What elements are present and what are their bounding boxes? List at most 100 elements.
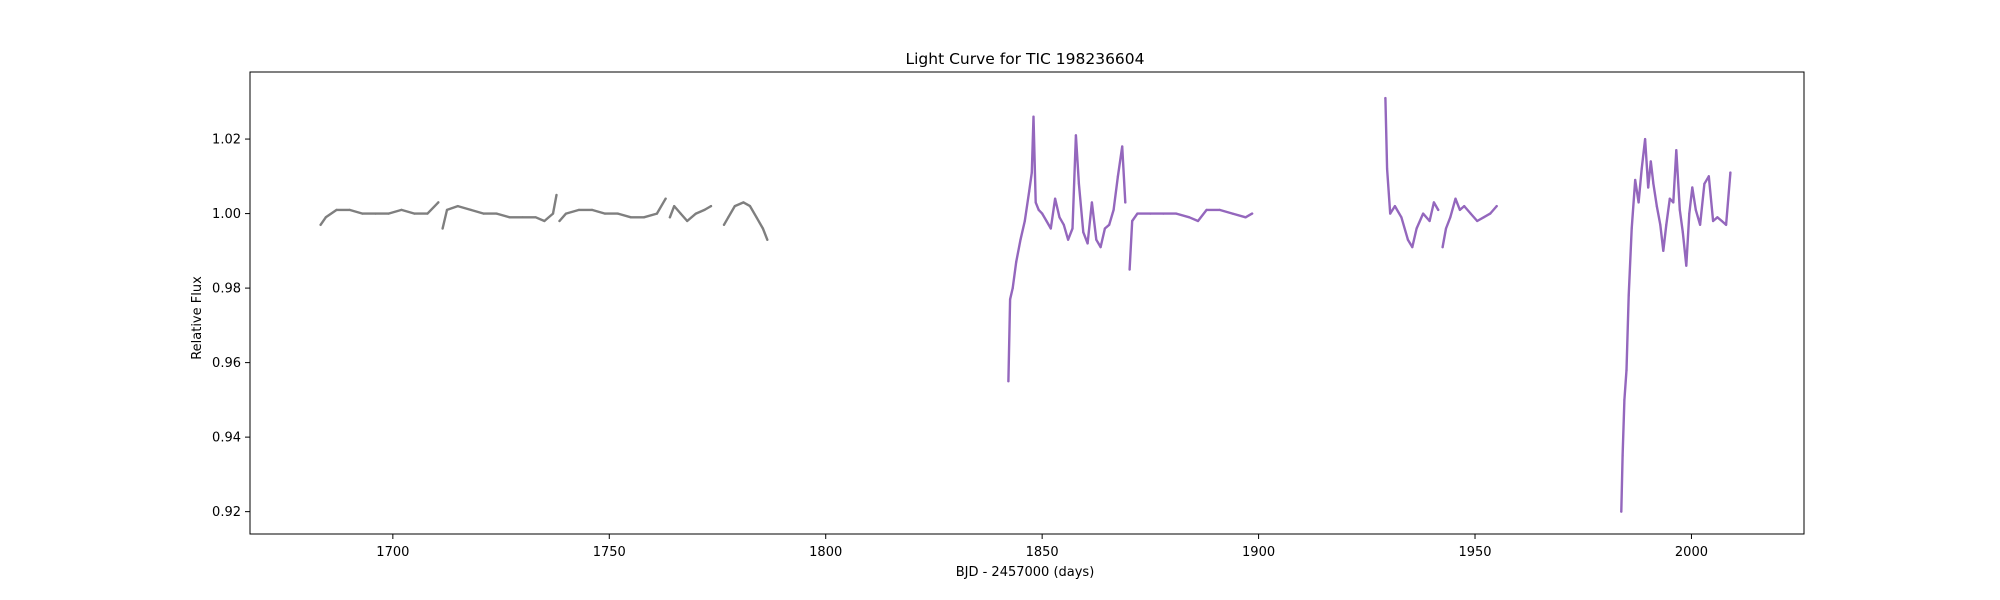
data-point xyxy=(1627,294,1630,297)
data-point xyxy=(335,208,338,211)
data-point xyxy=(1621,454,1624,457)
data-point xyxy=(1625,369,1628,372)
data-point xyxy=(1640,167,1643,170)
data-point xyxy=(319,223,322,226)
data-point xyxy=(1400,216,1403,219)
data-point xyxy=(437,201,440,204)
data-point xyxy=(1659,223,1662,226)
data-point xyxy=(1449,216,1452,219)
data-point xyxy=(1415,227,1418,230)
data-point xyxy=(1662,249,1665,252)
data-point xyxy=(441,227,444,230)
data-point xyxy=(1716,216,1719,219)
data-point xyxy=(1463,205,1466,208)
data-point xyxy=(445,208,449,211)
data-point xyxy=(1074,134,1077,137)
data-point xyxy=(374,212,377,215)
data-point xyxy=(1149,212,1152,215)
data-point xyxy=(673,205,676,208)
data-point xyxy=(1725,223,1728,226)
data-point xyxy=(1054,197,1057,200)
data-point xyxy=(558,219,561,223)
data-point xyxy=(1623,398,1626,401)
data-point xyxy=(1062,223,1065,226)
data-point xyxy=(1112,208,1115,211)
x-tick-label: 1800 xyxy=(809,545,842,560)
data-point xyxy=(324,216,327,219)
data-point xyxy=(1437,208,1440,211)
data-point xyxy=(1620,510,1623,513)
data-point xyxy=(387,212,390,215)
axes-frame xyxy=(249,71,1805,535)
data-point xyxy=(590,208,594,211)
data-point xyxy=(709,205,713,208)
light-curve-segment xyxy=(558,197,667,223)
data-point xyxy=(742,201,745,204)
data-point xyxy=(1411,246,1414,249)
data-point xyxy=(1386,167,1389,170)
series-2 xyxy=(1007,96,1732,513)
data-point xyxy=(1067,238,1070,241)
plot-area xyxy=(319,96,1732,513)
data-point xyxy=(1393,205,1396,208)
data-point xyxy=(1099,246,1102,249)
data-point xyxy=(1041,212,1044,215)
data-point xyxy=(1652,182,1655,185)
data-point xyxy=(616,212,620,215)
data-point xyxy=(1037,208,1040,211)
data-point xyxy=(1231,212,1234,215)
data-point xyxy=(603,212,607,215)
data-point xyxy=(1244,216,1247,219)
data-point xyxy=(1196,219,1200,223)
data-point xyxy=(1103,227,1106,230)
data-point xyxy=(1086,242,1089,245)
data-point xyxy=(1707,175,1710,178)
data-point xyxy=(1694,208,1697,211)
data-point xyxy=(668,216,672,219)
data-point xyxy=(456,205,459,208)
data-point xyxy=(564,212,568,215)
y-tick-label: 0.92 xyxy=(212,505,241,520)
data-point xyxy=(1205,208,1208,211)
data-point xyxy=(1023,219,1026,223)
x-tick-label: 1750 xyxy=(593,545,626,560)
y-tick-label: 1.02 xyxy=(212,133,241,148)
data-point xyxy=(1678,208,1681,211)
data-point xyxy=(1058,216,1061,219)
data-point xyxy=(534,216,537,219)
data-point xyxy=(629,216,633,219)
data-point xyxy=(1389,212,1392,215)
data-point xyxy=(1121,145,1124,148)
data-point xyxy=(748,205,752,208)
data-point xyxy=(361,212,364,215)
data-point xyxy=(1049,227,1052,230)
data-point xyxy=(1489,212,1492,215)
data-point xyxy=(426,212,429,215)
light-curve-segment xyxy=(441,193,558,230)
data-point xyxy=(1009,298,1012,301)
light-curve-segment xyxy=(1007,115,1127,383)
data-point xyxy=(1454,197,1457,200)
data-point xyxy=(1699,223,1702,226)
data-point xyxy=(1675,149,1678,152)
data-point xyxy=(1015,260,1018,264)
data-point xyxy=(1720,219,1723,223)
data-point xyxy=(755,216,758,219)
data-point xyxy=(543,219,546,223)
data-point xyxy=(1218,208,1221,211)
data-point xyxy=(1672,201,1675,204)
data-point xyxy=(1482,216,1485,219)
data-point xyxy=(1108,223,1111,226)
light-curve-segment xyxy=(668,204,713,223)
data-point xyxy=(1028,190,1031,193)
data-point xyxy=(694,212,698,215)
data-point xyxy=(508,216,511,219)
light-curve-segment xyxy=(1441,197,1498,249)
x-axis: 1700 1750 1800 1850 1900 1950 2000 xyxy=(376,534,1708,560)
data-point xyxy=(1495,205,1498,208)
x-tick-label: 1950 xyxy=(1458,545,1491,560)
data-point xyxy=(1458,208,1461,211)
data-point xyxy=(1655,205,1658,208)
light-curve-segment xyxy=(319,201,440,227)
